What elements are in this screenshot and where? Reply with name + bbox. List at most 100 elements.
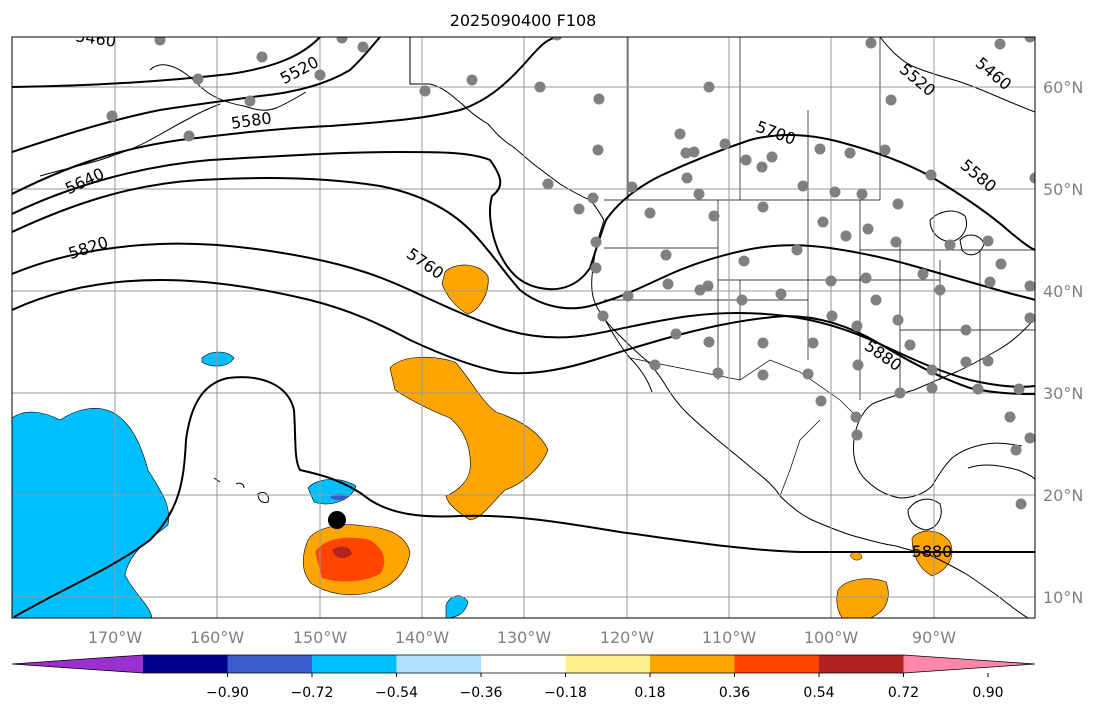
station-marker [712,367,724,379]
map-frame [11,36,1036,619]
station-marker [1004,411,1016,423]
station-marker [904,339,916,351]
latitude-tick: 10°N [1043,588,1083,607]
station-marker [649,359,661,371]
station-marker [825,275,837,287]
station-marker [1024,37,1035,43]
longitude-tick: 100°W [804,628,859,647]
storm-center-marker [328,511,346,529]
station-marker [1024,432,1035,444]
colorbar-tick-label: −0.54 [375,685,418,701]
station-marker [1024,312,1035,324]
station-marker [708,210,720,222]
station-marker [791,244,803,256]
station-marker [703,81,715,93]
station-marker [1015,498,1027,510]
colorbar-tick-label: −0.72 [291,685,334,701]
station-marker [590,262,602,274]
colorbar-tick-label: 0.18 [634,685,665,701]
station-marker [944,239,956,251]
station-marker [879,144,891,156]
station-marker [738,255,750,267]
station-marker [622,290,634,302]
station-marker [587,192,599,204]
station-marker [314,69,326,81]
station-marker [192,73,204,85]
station-marker [670,328,682,340]
station-marker [917,268,929,280]
station-marker [972,383,984,395]
station-marker [1029,172,1035,184]
colorbar-segment [734,655,820,673]
colorbar-tick-label: 0.54 [803,685,834,701]
graticule [12,37,1035,618]
station-marker [183,130,195,142]
station-marker [892,314,904,326]
colorbar-segment [819,655,904,673]
station-marker [844,147,856,159]
station-marker [817,216,829,228]
station-marker [797,180,809,192]
station-marker [244,95,256,107]
station-marker [862,223,874,235]
station-marker [802,368,814,380]
station-marker [926,382,938,394]
longitude-tick: 140°W [395,628,450,647]
station-marker [926,364,938,376]
station-marker [1024,280,1035,292]
station-marker [984,276,996,288]
positive-anomaly-shading [302,264,953,618]
longitude-tick: 150°W [293,628,348,647]
station-marker [756,161,768,173]
station-marker [757,369,769,381]
station-marker [892,198,904,210]
colorbar-extend-low [12,655,143,673]
colorbar-extend-high [903,655,1035,673]
station-marker [573,203,585,215]
station-marker [590,236,602,248]
longitude-tick: 160°W [190,628,245,647]
station-marker [336,37,348,44]
station-marker [681,172,693,184]
colorbar-tick-label: 0.36 [719,685,750,701]
station-marker [551,37,563,41]
station-marker [626,181,638,193]
station-marker [154,37,166,46]
colorbar-tick-label: 0.72 [888,685,919,701]
map-title: 2025090400 F108 [450,11,597,30]
station-marker [994,38,1006,50]
station-marker [593,93,605,105]
colorbar-segment [227,655,313,673]
colorbar-segment [565,655,651,673]
station-marker [851,429,863,441]
station-marker [466,74,478,86]
station-marker [680,147,692,159]
colorbar-outline [11,654,1036,674]
station-marker [419,85,431,97]
station-markers [106,37,1035,510]
longitude-tick: 120°W [600,628,655,647]
colorbar: −0.90 −0.72 −0.54 −0.36 −0.18 0.18 0.36 0.54 0.7… [11,654,1036,701]
colorbar-segment [312,655,397,673]
station-marker [688,146,700,158]
station-marker [885,94,897,106]
station-marker [1010,444,1022,456]
latitude-tick: 20°N [1043,486,1083,505]
colorbar-tick-label: −0.36 [460,685,503,701]
station-marker [934,284,946,296]
station-marker [995,258,1007,270]
station-marker [766,151,778,163]
longitude-tick: 130°W [497,628,552,647]
station-marker [814,143,826,155]
latitude-tick: 50°N [1043,180,1083,199]
latitude-tick: 30°N [1043,384,1083,403]
longitude-tick: 110°W [702,628,757,647]
height-contours [12,37,1035,618]
station-marker [757,337,769,349]
station-marker [807,337,819,349]
station-marker [775,288,787,300]
station-marker [960,356,972,368]
station-marker [592,144,604,156]
colorbar-tick-label: −0.90 [206,685,249,701]
station-marker [106,110,118,122]
